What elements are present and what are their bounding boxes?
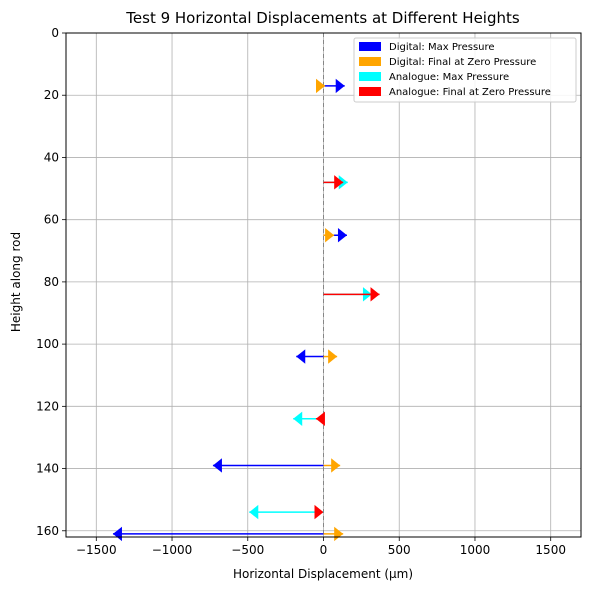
x-axis-label: Horizontal Displacement (μm) — [233, 567, 413, 581]
arrow-head — [334, 526, 344, 542]
arrow-head — [293, 411, 303, 426]
arrow-0-2 — [296, 349, 324, 364]
arrow-head — [112, 526, 122, 542]
arrow-0-3 — [212, 458, 324, 473]
y-tick-label: 120 — [36, 399, 59, 413]
arrow-3-2 — [315, 411, 325, 426]
arrow-head — [328, 349, 338, 364]
y-tick-label: 100 — [36, 337, 59, 351]
y-tick-label: 160 — [36, 524, 59, 538]
arrow-1-0 — [316, 78, 326, 94]
arrow-3-0 — [323, 175, 344, 190]
arrow-0-0 — [323, 78, 345, 94]
arrow-3-1 — [323, 287, 380, 302]
arrow-head — [212, 458, 222, 473]
legend-swatch — [359, 57, 381, 66]
arrow-1-1 — [323, 228, 335, 243]
y-tick-label: 60 — [44, 213, 59, 227]
arrow-head — [315, 411, 325, 426]
arrow-head — [334, 175, 344, 190]
arrow-3-3 — [314, 504, 324, 520]
y-tick-label: 0 — [51, 26, 59, 40]
arrow-head — [335, 78, 345, 94]
legend-swatch — [359, 42, 381, 51]
arrows-layer — [112, 78, 380, 542]
arrow-1-4 — [323, 526, 344, 542]
y-tick-label: 140 — [36, 462, 59, 476]
y-axis-label: Height along rod — [9, 232, 23, 332]
grid — [66, 32, 581, 537]
arrow-head — [296, 349, 306, 364]
y-axis-ticks: 0 20 40 60 80 100 120 140 160 — [36, 26, 66, 538]
chart-title: Test 9 Horizontal Displacements at Diffe… — [125, 9, 520, 27]
x-tick-label: −1000 — [152, 543, 193, 557]
arrow-1-3 — [323, 458, 341, 473]
legend: Digital: Max Pressure Digital: Final at Z… — [353, 37, 577, 103]
arrow-0-4 — [112, 526, 324, 542]
legend-item: Analogue: Max Pressure — [359, 72, 509, 83]
legend-label: Analogue: Max Pressure — [389, 72, 509, 83]
y-tick-label: 80 — [44, 275, 59, 289]
arrow-head — [370, 287, 380, 302]
legend-label: Digital: Final at Zero Pressure — [389, 57, 536, 68]
y-tick-label: 40 — [44, 150, 59, 164]
x-tick-label: 0 — [320, 543, 328, 557]
x-axis-ticks: −1500 −1000 −500 0 500 1000 1500 — [76, 537, 566, 557]
x-tick-label: 1500 — [535, 543, 566, 557]
x-tick-label: 1000 — [460, 543, 491, 557]
arrow-head — [331, 458, 341, 473]
legend-swatch — [359, 87, 381, 96]
arrow-head — [249, 504, 259, 520]
arrow-head — [316, 78, 326, 94]
arrow-head — [337, 228, 347, 243]
arrow-2-3 — [249, 504, 324, 520]
legend-label: Digital: Max Pressure — [389, 42, 495, 53]
arrow-head — [338, 175, 348, 190]
arrow-1-2 — [323, 349, 338, 364]
legend-swatch — [359, 72, 381, 81]
arrow-head — [325, 228, 335, 243]
x-tick-label: −1500 — [76, 543, 117, 557]
y-tick-label: 20 — [44, 88, 59, 102]
legend-item: Analogue: Final at Zero Pressure — [359, 87, 551, 98]
x-tick-label: 500 — [388, 543, 411, 557]
legend-box — [353, 37, 577, 103]
arrow-head — [314, 504, 324, 520]
legend-label: Analogue: Final at Zero Pressure — [389, 87, 551, 98]
legend-item: Digital: Max Pressure — [359, 42, 495, 53]
legend-item: Digital: Final at Zero Pressure — [359, 57, 536, 68]
x-tick-label: −500 — [231, 543, 264, 557]
